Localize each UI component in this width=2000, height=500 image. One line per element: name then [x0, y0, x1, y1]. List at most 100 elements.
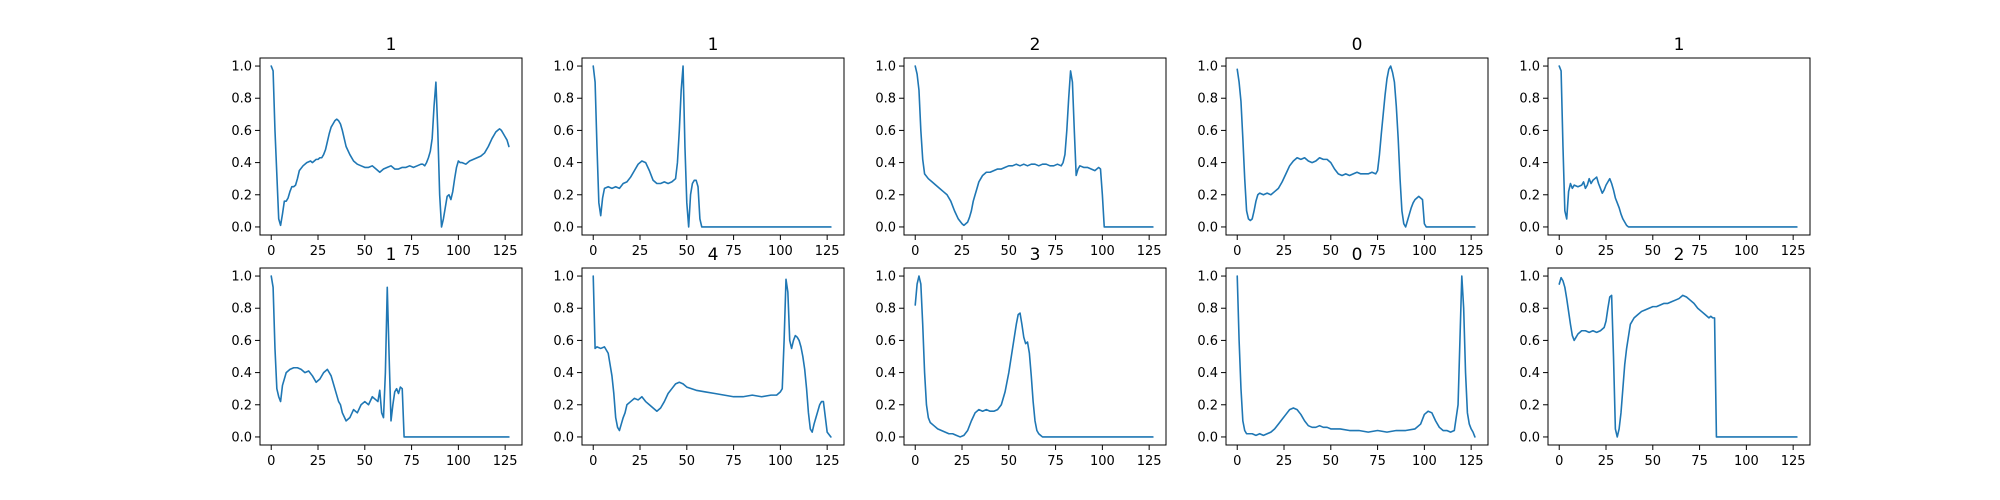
y-tick-label: 1.0 [553, 270, 574, 285]
y-tick-label: 0.8 [553, 92, 574, 107]
x-tick-label: 50 [1645, 454, 1662, 469]
subplot-title: 1 [1674, 35, 1685, 55]
y-tick-label: 1.0 [231, 270, 252, 285]
x-tick-label: 25 [310, 454, 327, 469]
y-tick-label: 0.2 [1197, 188, 1218, 203]
x-tick-label: 100 [1090, 244, 1115, 259]
x-tick-label: 100 [1412, 454, 1437, 469]
x-tick-label: 100 [768, 244, 793, 259]
x-tick-label: 0 [267, 244, 275, 259]
y-tick-label: 0.4 [231, 366, 252, 381]
subplot-title: 2 [1030, 35, 1041, 55]
x-tick-label: 50 [1323, 244, 1340, 259]
y-tick-label: 0.0 [1197, 220, 1218, 235]
x-tick-label: 0 [911, 454, 919, 469]
y-tick-label: 0.6 [231, 124, 252, 139]
axes-frame [1225, 267, 1489, 446]
x-tick-label: 25 [954, 454, 971, 469]
x-tick-label: 25 [1598, 244, 1615, 259]
x-tick-label: 50 [1645, 244, 1662, 259]
x-tick-label: 0 [1233, 244, 1241, 259]
y-tick-label: 0.8 [875, 92, 896, 107]
x-tick-label: 125 [493, 454, 518, 469]
x-tick-label: 100 [1090, 454, 1115, 469]
y-tick-label: 0.2 [553, 188, 574, 203]
x-tick-label: 100 [446, 244, 471, 259]
y-tick-label: 0.0 [553, 430, 574, 445]
subplot-2: 1 0 25 50 75 100 125 0.0 0.2 0.4 0.6 0.8 1.0 [553, 35, 845, 259]
y-tick-label: 1.0 [875, 60, 896, 75]
x-tick-label: 25 [632, 244, 649, 259]
x-tick-label: 75 [1369, 244, 1386, 259]
subplot-7: 4 0 25 50 75 100 125 0.0 0.2 0.4 0.6 0.8 1.0 [553, 245, 845, 469]
y-tick-label: 0.8 [1519, 302, 1540, 317]
subplot-10: 2 0 25 50 75 100 125 0.0 0.2 0.4 0.6 0.8 1.0 [1519, 245, 1811, 469]
x-tick-label: 0 [589, 244, 597, 259]
series-line [914, 275, 1154, 438]
x-tick-label: 0 [589, 454, 597, 469]
y-tick-label: 0.2 [231, 188, 252, 203]
subplot-title: 4 [708, 245, 719, 265]
axes-frame [259, 57, 523, 236]
x-tick-label: 75 [1691, 454, 1708, 469]
subplot-title: 0 [1352, 245, 1363, 265]
x-tick-label: 50 [357, 454, 374, 469]
y-tick-label: 1.0 [1197, 270, 1218, 285]
y-tick-label: 0.4 [1197, 366, 1218, 381]
y-tick-label: 0.6 [875, 124, 896, 139]
y-tick-label: 1.0 [231, 60, 252, 75]
x-tick-label: 125 [815, 244, 840, 259]
y-tick-label: 0.0 [875, 430, 896, 445]
series-line [1236, 275, 1476, 438]
x-tick-label: 100 [1412, 244, 1437, 259]
y-tick-label: 0.4 [1519, 366, 1540, 381]
x-tick-label: 50 [357, 244, 374, 259]
y-tick-label: 0.8 [1197, 302, 1218, 317]
x-tick-label: 125 [1781, 454, 1806, 469]
series-line [270, 275, 510, 438]
y-tick-label: 1.0 [553, 60, 574, 75]
y-tick-label: 0.4 [231, 156, 252, 171]
y-tick-label: 0.0 [553, 220, 574, 235]
subplot-title: 1 [386, 245, 397, 265]
subplot-8: 3 0 25 50 75 100 125 0.0 0.2 0.4 0.6 0.8 1.0 [875, 245, 1167, 469]
y-tick-label: 0.0 [1519, 430, 1540, 445]
y-tick-label: 0.2 [1197, 398, 1218, 413]
y-tick-label: 0.4 [1197, 156, 1218, 171]
x-tick-label: 25 [1276, 454, 1293, 469]
x-tick-label: 50 [679, 244, 696, 259]
subplot-9: 0 0 25 50 75 100 125 0.0 0.2 0.4 0.6 0.8 1.0 [1197, 245, 1489, 469]
y-tick-label: 0.8 [553, 302, 574, 317]
subplot-title: 1 [708, 35, 719, 55]
y-tick-label: 0.6 [875, 334, 896, 349]
series-line [592, 65, 832, 228]
x-tick-label: 100 [768, 454, 793, 469]
y-tick-label: 0.2 [875, 188, 896, 203]
x-tick-label: 125 [1137, 244, 1162, 259]
x-tick-label: 25 [954, 244, 971, 259]
x-tick-label: 75 [1047, 244, 1064, 259]
subplot-title: 3 [1030, 245, 1041, 265]
x-tick-label: 75 [1047, 454, 1064, 469]
x-tick-label: 50 [679, 454, 696, 469]
series-line [1558, 276, 1798, 438]
subplot-title: 0 [1352, 35, 1363, 55]
y-tick-label: 0.4 [1519, 156, 1540, 171]
x-tick-label: 50 [1001, 454, 1018, 469]
y-tick-label: 0.4 [553, 366, 574, 381]
series-line [1236, 65, 1476, 228]
y-tick-label: 0.8 [231, 92, 252, 107]
y-tick-label: 0.2 [875, 398, 896, 413]
y-tick-label: 0.6 [1519, 334, 1540, 349]
x-tick-label: 25 [632, 454, 649, 469]
x-tick-label: 75 [403, 454, 420, 469]
x-tick-label: 0 [1555, 454, 1563, 469]
x-tick-label: 75 [725, 454, 742, 469]
y-tick-label: 0.6 [553, 334, 574, 349]
x-tick-label: 100 [1734, 454, 1759, 469]
axes-frame [581, 57, 845, 236]
x-tick-label: 75 [1691, 244, 1708, 259]
y-tick-label: 0.6 [1197, 124, 1218, 139]
